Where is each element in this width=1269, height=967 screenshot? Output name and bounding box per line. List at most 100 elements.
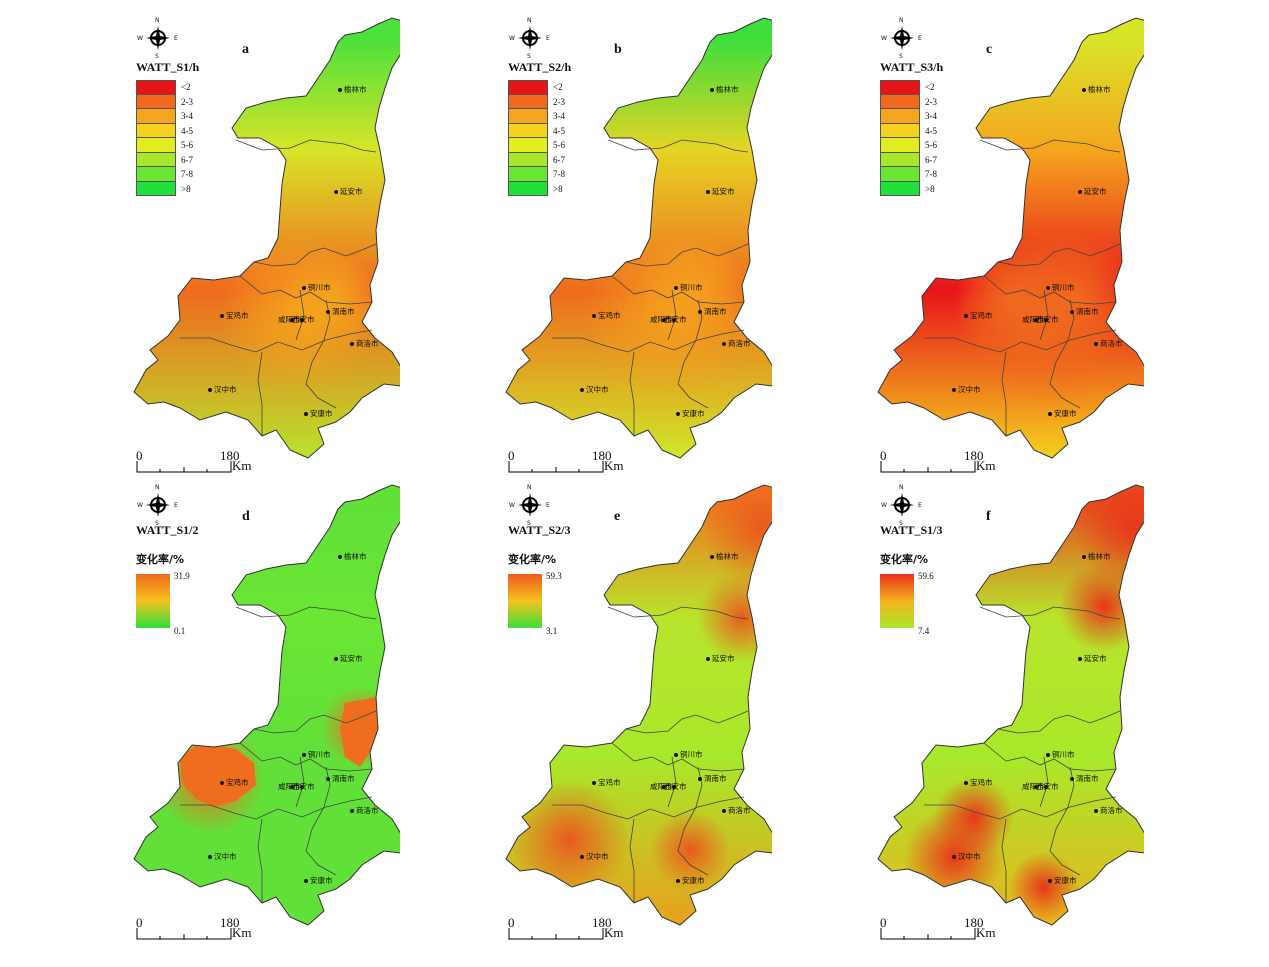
city-marker <box>706 190 710 194</box>
city-label: 商洛市 <box>1100 806 1123 815</box>
city-marker <box>300 785 304 789</box>
compass-s-label: S <box>527 53 531 60</box>
city-label: 咸阳市 <box>650 782 673 791</box>
city-marker <box>662 318 666 322</box>
legend-swatch <box>880 80 920 95</box>
city-marker <box>1070 310 1074 314</box>
legend-label: >8 <box>925 183 935 194</box>
city-boundary <box>629 351 635 436</box>
scale-unit-label: Km <box>976 458 996 473</box>
compass-e-label: E <box>918 35 922 42</box>
legend-classes: <2 2-3 3-4 4-5 5-6 6-7 7-8 >8 <box>880 80 937 196</box>
panel-letter: e <box>614 509 621 524</box>
legend-swatch <box>508 94 548 109</box>
city-label: 安康市 <box>682 409 705 418</box>
legend-label: 5-6 <box>181 140 193 151</box>
city-label: 咸阳市 <box>278 782 301 791</box>
legend-classes: <2 2-3 3-4 4-5 5-6 6-7 7-8 >8 <box>508 80 565 196</box>
compass-s-label: S <box>527 520 531 527</box>
legend-item: 6-7 <box>880 152 937 167</box>
map-panel-b: N S W E WATT_S2/h b <2 2-3 3-4 4-5 5-6 6-7 7-8 >8 榆林市延… <box>372 0 772 480</box>
city-label: 商洛市 <box>728 806 751 815</box>
city-marker <box>722 809 726 813</box>
legend-item: >8 <box>880 181 937 196</box>
scale-zero-label: 0 <box>508 915 515 930</box>
city-boundary <box>180 796 373 820</box>
compass-n-label: N <box>155 484 160 491</box>
legend-label: 5-6 <box>925 140 937 151</box>
rate-gradient-bar <box>136 574 170 628</box>
city-marker <box>338 88 342 92</box>
legend-label: <2 <box>553 82 563 93</box>
city-marker <box>710 88 714 92</box>
city-label: 西安市 <box>1036 782 1059 791</box>
legend-item: 3-4 <box>508 109 565 124</box>
city-label: 渭南市 <box>1076 307 1099 316</box>
compass-icon: N S W E <box>881 17 922 60</box>
city-boundary <box>983 742 1117 772</box>
shaanxi-map <box>877 484 1144 926</box>
city-marker <box>1082 88 1086 92</box>
city-marker <box>326 777 330 781</box>
city-boundary <box>625 243 749 267</box>
compass-e-label: E <box>546 502 550 509</box>
scale-unit-label: Km <box>604 925 624 940</box>
city-marker <box>304 412 308 416</box>
rate-min-label: 7.4 <box>918 626 930 636</box>
city-boundary <box>257 351 263 436</box>
city-marker <box>672 785 676 789</box>
city-marker <box>592 781 596 785</box>
city-marker <box>334 657 338 661</box>
city-label: 榆林市 <box>716 85 739 94</box>
city-boundary <box>677 299 709 409</box>
scale-dist-label: 180 <box>964 448 984 463</box>
city-boundary <box>997 243 1121 267</box>
city-label: 延安市 <box>1084 654 1107 663</box>
compass-e-label: E <box>918 502 922 509</box>
city-boundary <box>253 710 377 734</box>
compass-n-label: N <box>527 17 532 24</box>
city-boundary <box>305 299 337 409</box>
legend-item: 3-4 <box>136 109 193 124</box>
city-label: 铜川市 <box>1052 750 1075 759</box>
scale-dist-label: 180 <box>220 915 240 930</box>
legend-swatch <box>880 109 920 124</box>
rate-gradient-bar <box>880 574 914 628</box>
legend-swatch <box>508 138 548 153</box>
scale-unit-label: Km <box>604 458 624 473</box>
panel-title: WATT_S1/h <box>136 60 200 74</box>
map-panel-e: N S W E WATT_S2/3 e 变化率/% 59.3 3.1 榆林市 延安市 铜川市 宝鸡市 咸阳… <box>372 467 772 947</box>
city-boundary <box>983 275 1117 305</box>
legend-swatch <box>136 181 176 196</box>
compass-icon: N S W E <box>509 17 550 60</box>
legend-label: 4-5 <box>925 125 937 136</box>
legend-label: <2 <box>181 82 191 93</box>
legend-swatch <box>136 138 176 153</box>
city-marker <box>952 855 956 859</box>
legend-swatch <box>880 94 920 109</box>
panel-letter: c <box>986 42 993 57</box>
city-label: 铜川市 <box>680 283 703 292</box>
city-boundary <box>997 710 1121 734</box>
rate-min-label: 0.1 <box>174 626 186 636</box>
city-label: 渭南市 <box>1076 774 1099 783</box>
legend-item: 7-8 <box>508 167 565 182</box>
legend-item: 4-5 <box>508 123 565 138</box>
city-boundary <box>667 756 677 808</box>
legend-label: 4-5 <box>553 125 565 136</box>
city-label: 渭南市 <box>332 307 355 316</box>
legend-label: 2-3 <box>553 96 565 107</box>
city-marker <box>220 314 224 318</box>
scale-zero-label: 0 <box>136 915 143 930</box>
city-label: 宝鸡市 <box>226 778 249 787</box>
city-label: 汉中市 <box>214 385 237 394</box>
legend-swatch <box>880 181 920 196</box>
compass-w-label: W <box>137 502 143 509</box>
city-boundary <box>924 796 1117 820</box>
city-marker <box>676 879 680 883</box>
city-marker <box>334 190 338 194</box>
city-label: 安康市 <box>682 876 705 885</box>
city-boundary <box>239 742 373 772</box>
legend-item: 2-3 <box>136 94 193 109</box>
compass-s-label: S <box>899 520 903 527</box>
